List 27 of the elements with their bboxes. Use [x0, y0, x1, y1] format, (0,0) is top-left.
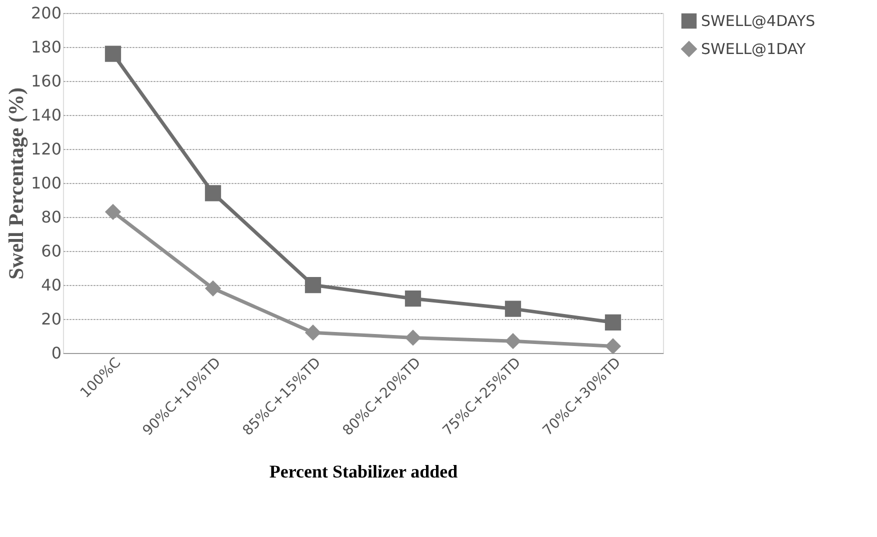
point [404, 330, 422, 346]
point [304, 276, 322, 294]
legend-label: SWELL@4DAYS [701, 12, 816, 30]
y-tick-label: 200 [30, 4, 62, 22]
y-tick-label: 140 [30, 106, 62, 124]
legend-label: SWELL@1DAY [701, 40, 806, 58]
y-tick-label: 60 [41, 242, 62, 260]
y-tick-label: 80 [41, 208, 62, 226]
point [504, 333, 522, 350]
point [604, 338, 622, 354]
point [204, 185, 222, 202]
point [604, 314, 622, 330]
y-tick-label: 40 [41, 276, 62, 294]
x-axis-title: Percent Stabilizer added [269, 461, 458, 482]
point [504, 300, 522, 317]
y-tick-label: 100 [30, 174, 62, 192]
y-tick-label: 120 [30, 140, 62, 158]
point [104, 46, 122, 62]
point [304, 324, 322, 341]
y-tick-label: 20 [41, 310, 62, 328]
y-tick-label: 180 [30, 38, 62, 56]
y-tick-label: 0 [51, 344, 62, 362]
point [104, 204, 122, 220]
point [404, 290, 422, 307]
y-axis-title: Swell Percentage (%) [4, 87, 28, 280]
y-tick-label: 160 [30, 72, 62, 90]
point [204, 280, 222, 296]
